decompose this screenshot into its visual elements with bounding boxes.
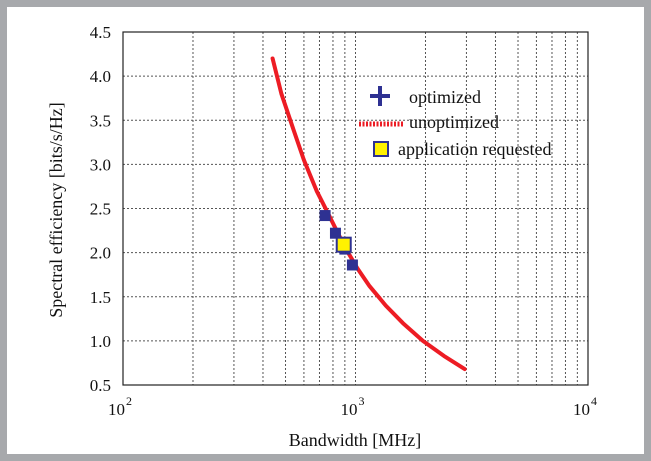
- plot-area-border: [122, 31, 589, 386]
- x-tick-label: 10 2: [108, 394, 132, 419]
- optimized-point: [319, 210, 331, 222]
- legend-label-application-requested: application requested: [398, 139, 551, 159]
- optimized-point: [329, 227, 341, 239]
- y-tick-label: 2.0: [90, 244, 111, 263]
- x-tick-exponent: 3: [359, 394, 365, 408]
- y-tick-label: 2.5: [90, 200, 111, 219]
- legend-plus-marker-icon: [370, 86, 390, 106]
- horizontal-gridlines: [123, 75, 588, 342]
- application-requested-point: [335, 236, 352, 253]
- y-tick-labels: 0.5 1.0 1.5 2.0 2.5 3.0 3.5 4.0 4.5: [90, 23, 111, 395]
- y-tick-label: 1.0: [90, 332, 111, 351]
- y-tick-label: 4.5: [90, 23, 111, 42]
- y-tick-label: 1.5: [90, 288, 111, 307]
- legend-item-unoptimized: unoptimized: [359, 112, 499, 132]
- legend-label-optimized: optimized: [409, 87, 481, 107]
- legend-item-application-requested: application requested: [373, 139, 551, 159]
- optimized-point: [346, 259, 358, 271]
- x-tick-exponent: 4: [591, 394, 597, 408]
- y-tick-label: 4.0: [90, 67, 111, 86]
- x-tick-exponent: 2: [126, 394, 132, 408]
- y-tick-label: 3.5: [90, 111, 111, 130]
- x-axis-label: Bandwidth [MHz]: [289, 430, 421, 450]
- y-tick-label: 3.0: [90, 155, 111, 174]
- legend-square-marker-icon: [373, 141, 389, 157]
- x-tick-labels: 10 2 10 3 10 4: [108, 394, 597, 419]
- x-tick-label: 10 4: [573, 394, 597, 419]
- y-axis-label: Spectral efficiency [bits/s/Hz]: [46, 102, 66, 318]
- legend: optimized unoptimized application reques…: [359, 86, 551, 159]
- x-tick-label: 10 3: [341, 394, 365, 419]
- legend-label-unoptimized: unoptimized: [409, 112, 499, 132]
- y-tick-label: 0.5: [90, 376, 111, 395]
- x-tick-base: 10: [573, 400, 590, 419]
- x-tick-base: 10: [108, 400, 125, 419]
- series-layer: [270, 56, 467, 372]
- x-tick-base: 10: [341, 400, 358, 419]
- legend-item-optimized: optimized: [370, 86, 481, 107]
